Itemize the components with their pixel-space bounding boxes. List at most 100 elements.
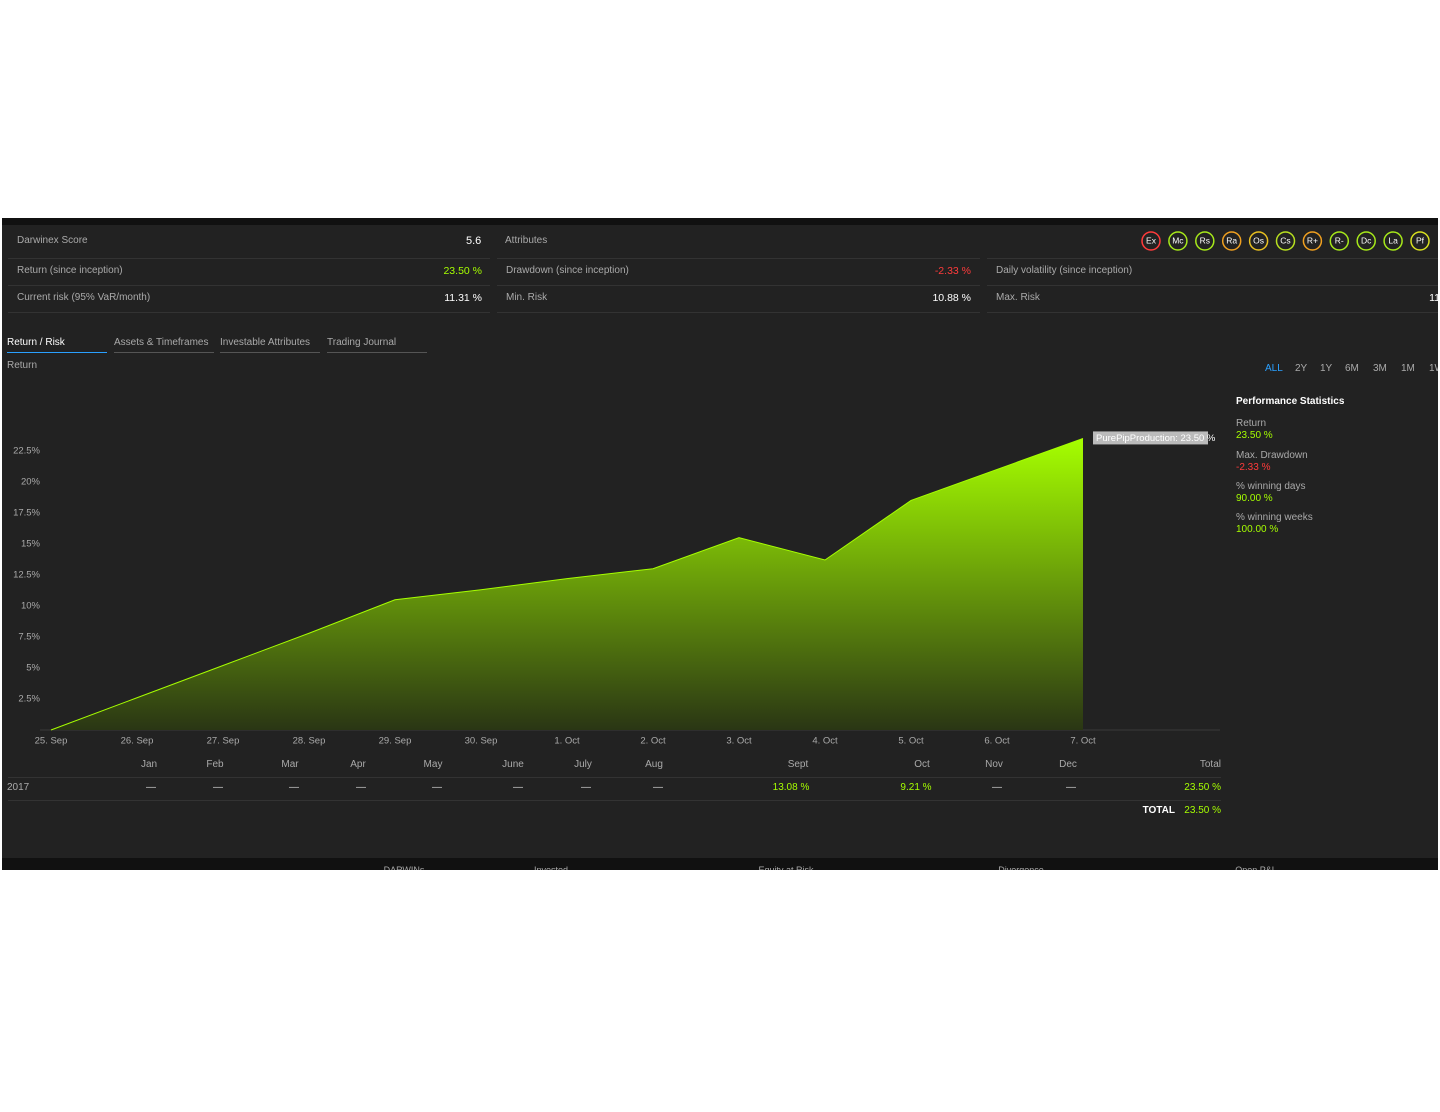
period-button[interactable]: ALL (1265, 363, 1283, 374)
x-tick-label: 25. Sep (35, 736, 68, 747)
month-value: — (356, 782, 366, 793)
month-header: Total (1199, 759, 1221, 770)
y-tick-label: 10% (21, 600, 41, 611)
area-line (50, 437, 1084, 731)
stat-label: Return (since inception) (17, 265, 123, 276)
return-chart: Ex Mc Rs Ra Os Cs R+ R- Dc La Pf 2.5% 5% 7.5% 10% 12.5%… (13, 231, 1430, 747)
month-header: May (423, 759, 443, 770)
x-tick-label: 1. Oct (554, 736, 580, 747)
tab[interactable]: Assets & Timeframes (114, 337, 209, 348)
darwin-panel: Ex Mc Rs Ra Os Cs R+ R- Dc La Pf 2.5% 5% 7.5% 10% 12.5%… (2, 218, 1438, 870)
y-tick-label: 2.5% (18, 693, 40, 704)
x-tick-label: 4. Oct (812, 736, 838, 747)
divider (497, 258, 980, 259)
month-header: Feb (206, 759, 224, 770)
period-button[interactable]: 3M (1373, 363, 1387, 374)
stat-label: Min. Risk (506, 292, 548, 303)
attribute-badge (1195, 231, 1215, 251)
period-button[interactable]: 6M (1345, 363, 1359, 374)
tooltip: PurePipProduction: 23.50 % (1096, 433, 1216, 444)
stat-label: Daily volatility (since inception) (996, 265, 1133, 276)
attribute-badge (1221, 231, 1242, 251)
tab-underline (327, 352, 427, 353)
stat-label: Current risk (95% VaR/month) (17, 292, 151, 303)
attribute-code: Pf (1416, 235, 1425, 245)
divider (8, 312, 490, 313)
attribute-badge (1141, 231, 1161, 251)
tab-underline (114, 352, 214, 353)
divider (987, 312, 1438, 313)
footer-bar (2, 858, 1438, 870)
attribute-code: Rs (1200, 235, 1210, 245)
attribute-badge (1356, 231, 1376, 251)
footer-column: DARWINs (383, 865, 425, 870)
stat-value: 23.50 % (443, 265, 482, 277)
attribute-badge (1329, 231, 1350, 251)
attribute-badge (1410, 231, 1430, 251)
tab[interactable]: Return / Risk (7, 337, 65, 348)
x-tick-label: 2. Oct (640, 736, 666, 747)
stat-value: 10.88 % (932, 292, 971, 304)
attribute-badge (1302, 231, 1323, 251)
x-tick-label: 3. Oct (726, 736, 752, 747)
year-label: 2017 (7, 782, 30, 793)
month-value: — (992, 782, 1002, 793)
month-header: June (502, 759, 524, 770)
stat-value: -2.33 % (934, 265, 971, 277)
performance-label: Return (1236, 418, 1267, 429)
attribute-badge (1248, 231, 1269, 251)
period-button[interactable]: 1W (1429, 363, 1438, 374)
month-header: Oct (914, 759, 930, 770)
divider (8, 285, 490, 286)
footer-column: Equity at Risk (758, 865, 814, 870)
y-tick-label: 22.5% (13, 445, 40, 456)
x-tick-label: 27. Sep (207, 736, 240, 747)
performance-value: 100.00 % (1236, 524, 1279, 535)
month-value: — (146, 782, 156, 793)
month-value: — (432, 782, 442, 793)
month-header: Jan (140, 759, 158, 770)
tab[interactable]: Investable Attributes (220, 337, 311, 348)
month-value: — (653, 782, 663, 793)
x-tick-label: 29. Sep (379, 736, 412, 747)
tooltip-box (1093, 431, 1208, 445)
month-header: Aug (645, 759, 663, 770)
performance-value: 23.50 % (1236, 430, 1273, 441)
total-label: TOTAL (1142, 805, 1175, 816)
performance-label: % winning days (1236, 481, 1306, 492)
attribute-code: Os (1253, 235, 1264, 245)
x-tick-label: 28. Sep (293, 736, 326, 747)
month-header: Mar (281, 759, 299, 770)
period-button[interactable]: 1Y (1320, 363, 1333, 374)
attribute-badge (1275, 231, 1296, 251)
performance-title: Performance Statistics (1236, 396, 1345, 407)
y-tick-label: 20% (21, 476, 41, 487)
performance-value: 90.00 % (1236, 493, 1273, 504)
divider (8, 258, 490, 259)
month-header: July (574, 759, 592, 770)
footer-column: Invested (533, 865, 569, 870)
divider (8, 800, 1221, 801)
tab[interactable]: Trading Journal (327, 337, 397, 348)
stat-label: Max. Risk (996, 292, 1040, 303)
area (51, 438, 1083, 730)
performance-value: -2.33 % (1236, 462, 1271, 473)
x-tick-label: 7. Oct (1070, 736, 1096, 747)
year-total: 23.50 % (1184, 782, 1221, 793)
month-header: Nov (985, 759, 1003, 770)
month-value: — (581, 782, 591, 793)
attribute-code: Ra (1226, 235, 1237, 245)
y-tick-label: 15% (21, 538, 41, 549)
score-value: 5.6 (466, 235, 482, 247)
stat-value: 11 (1429, 292, 1438, 304)
score-label: Darwinex Score (17, 235, 88, 246)
chart-label: Return (7, 360, 38, 371)
period-button[interactable]: 1M (1401, 363, 1415, 374)
attribute-code: Cs (1280, 235, 1290, 245)
period-button[interactable]: 2Y (1295, 363, 1308, 374)
attribute-code: Ex (1146, 235, 1157, 245)
stat-label: Drawdown (since inception) (506, 265, 629, 276)
attribute-code: R- (1335, 235, 1344, 245)
month-header: Dec (1059, 759, 1077, 770)
attribute-code: La (1388, 235, 1398, 245)
